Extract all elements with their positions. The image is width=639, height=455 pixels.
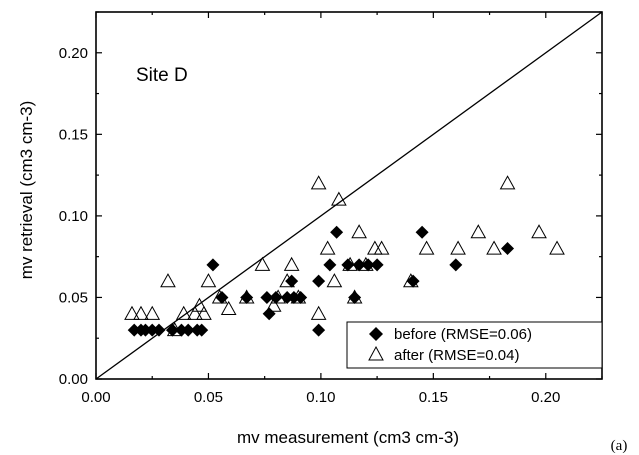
- data-point-before: [181, 323, 195, 337]
- legend-label-before: before (RMSE=0.06): [394, 326, 532, 343]
- legend-box: [346, 321, 603, 369]
- data-point-after: [265, 297, 282, 312]
- data-point-before: [449, 258, 463, 272]
- data-point-before: [174, 323, 188, 337]
- data-point-after: [351, 224, 367, 239]
- data-point-before: [501, 242, 515, 256]
- data-point-after: [310, 175, 327, 190]
- data-point-after: [254, 256, 271, 271]
- data-point-before: [206, 258, 220, 272]
- data-point-after: [549, 240, 565, 255]
- x-tick-label: 0.20: [531, 389, 560, 406]
- data-point-after: [418, 240, 435, 255]
- y-tick-label: 0.00: [59, 371, 88, 388]
- data-point-after: [319, 240, 336, 255]
- data-point-after: [187, 305, 203, 320]
- data-point-before: [240, 290, 254, 304]
- x-tick-label: 0.10: [306, 389, 335, 406]
- data-point-after: [160, 273, 176, 288]
- data-point-after: [367, 240, 383, 255]
- data-point-after: [531, 224, 547, 239]
- data-point-before: [312, 323, 326, 337]
- y-axis-title: mv retrieval (cm3 cm-3): [17, 101, 36, 280]
- legend-label-after: after (RMSE=0.04): [394, 347, 519, 364]
- data-point-after: [342, 256, 358, 271]
- data-point-after: [486, 240, 502, 255]
- x-tick-label: 0.15: [419, 389, 448, 406]
- data-point-before: [145, 323, 159, 337]
- data-point-before: [370, 258, 384, 272]
- data-point-after: [346, 289, 363, 304]
- data-point-before: [152, 323, 166, 337]
- data-point-after: [166, 322, 183, 337]
- data-point-before: [260, 290, 274, 304]
- x-tick-label: 0.00: [81, 389, 110, 406]
- data-point-before: [127, 323, 141, 337]
- data-point-after: [358, 256, 374, 271]
- site-annotation: Site D: [136, 65, 188, 86]
- data-point-after: [373, 240, 390, 255]
- data-point-after: [450, 240, 466, 255]
- data-point-before: [287, 290, 301, 304]
- legend-diamond-marker: [369, 327, 383, 341]
- data-point-after: [470, 224, 487, 239]
- x-axis-title: mv measurement (cm3 cm-3): [237, 428, 459, 447]
- data-point-before: [330, 225, 344, 239]
- data-point-after: [220, 300, 237, 315]
- series-after-markers: [124, 175, 565, 337]
- data-point-after: [310, 305, 327, 320]
- data-point-after: [200, 273, 217, 288]
- data-point-before: [312, 274, 326, 288]
- data-point-after: [499, 175, 516, 190]
- data-point-before: [195, 323, 209, 337]
- legend-triangle-marker: [368, 345, 384, 361]
- data-point-after: [133, 305, 149, 320]
- data-point-before: [138, 323, 152, 337]
- y-tick-label: 0.10: [59, 208, 88, 225]
- data-point-after: [402, 273, 419, 288]
- axis-ticks: 0.00 0.05 0.10 0.15 0.20 0.00 0.05 0.10 0.15 0.20: [59, 11, 603, 406]
- y-tick-label: 0.15: [59, 126, 88, 143]
- data-point-after: [283, 256, 300, 271]
- data-point-before: [323, 258, 337, 272]
- data-point-after: [211, 289, 228, 304]
- data-point-after: [326, 273, 343, 288]
- data-point-after: [270, 289, 287, 304]
- data-point-after: [279, 273, 296, 288]
- y-tick-label: 0.05: [59, 289, 88, 306]
- data-point-before: [262, 307, 276, 321]
- series-before-markers: [127, 225, 515, 337]
- data-point-after: [191, 297, 208, 312]
- y-tick-label: 0.20: [59, 45, 88, 62]
- data-point-after: [290, 289, 307, 304]
- data-point-after: [331, 191, 347, 206]
- data-point-after: [196, 305, 212, 320]
- legend: before (RMSE=0.06) after (RMSE=0.04): [346, 321, 603, 369]
- data-point-before: [285, 274, 299, 288]
- data-point-before: [348, 290, 362, 304]
- x-tick-label: 0.05: [194, 389, 223, 406]
- plot-frame: [95, 11, 603, 380]
- data-point-after: [124, 305, 140, 320]
- data-point-before: [415, 225, 429, 239]
- panel-label: (a): [611, 438, 628, 454]
- data-point-after: [144, 305, 161, 320]
- one-to-one-line: [95, 11, 603, 380]
- data-point-after: [238, 289, 255, 304]
